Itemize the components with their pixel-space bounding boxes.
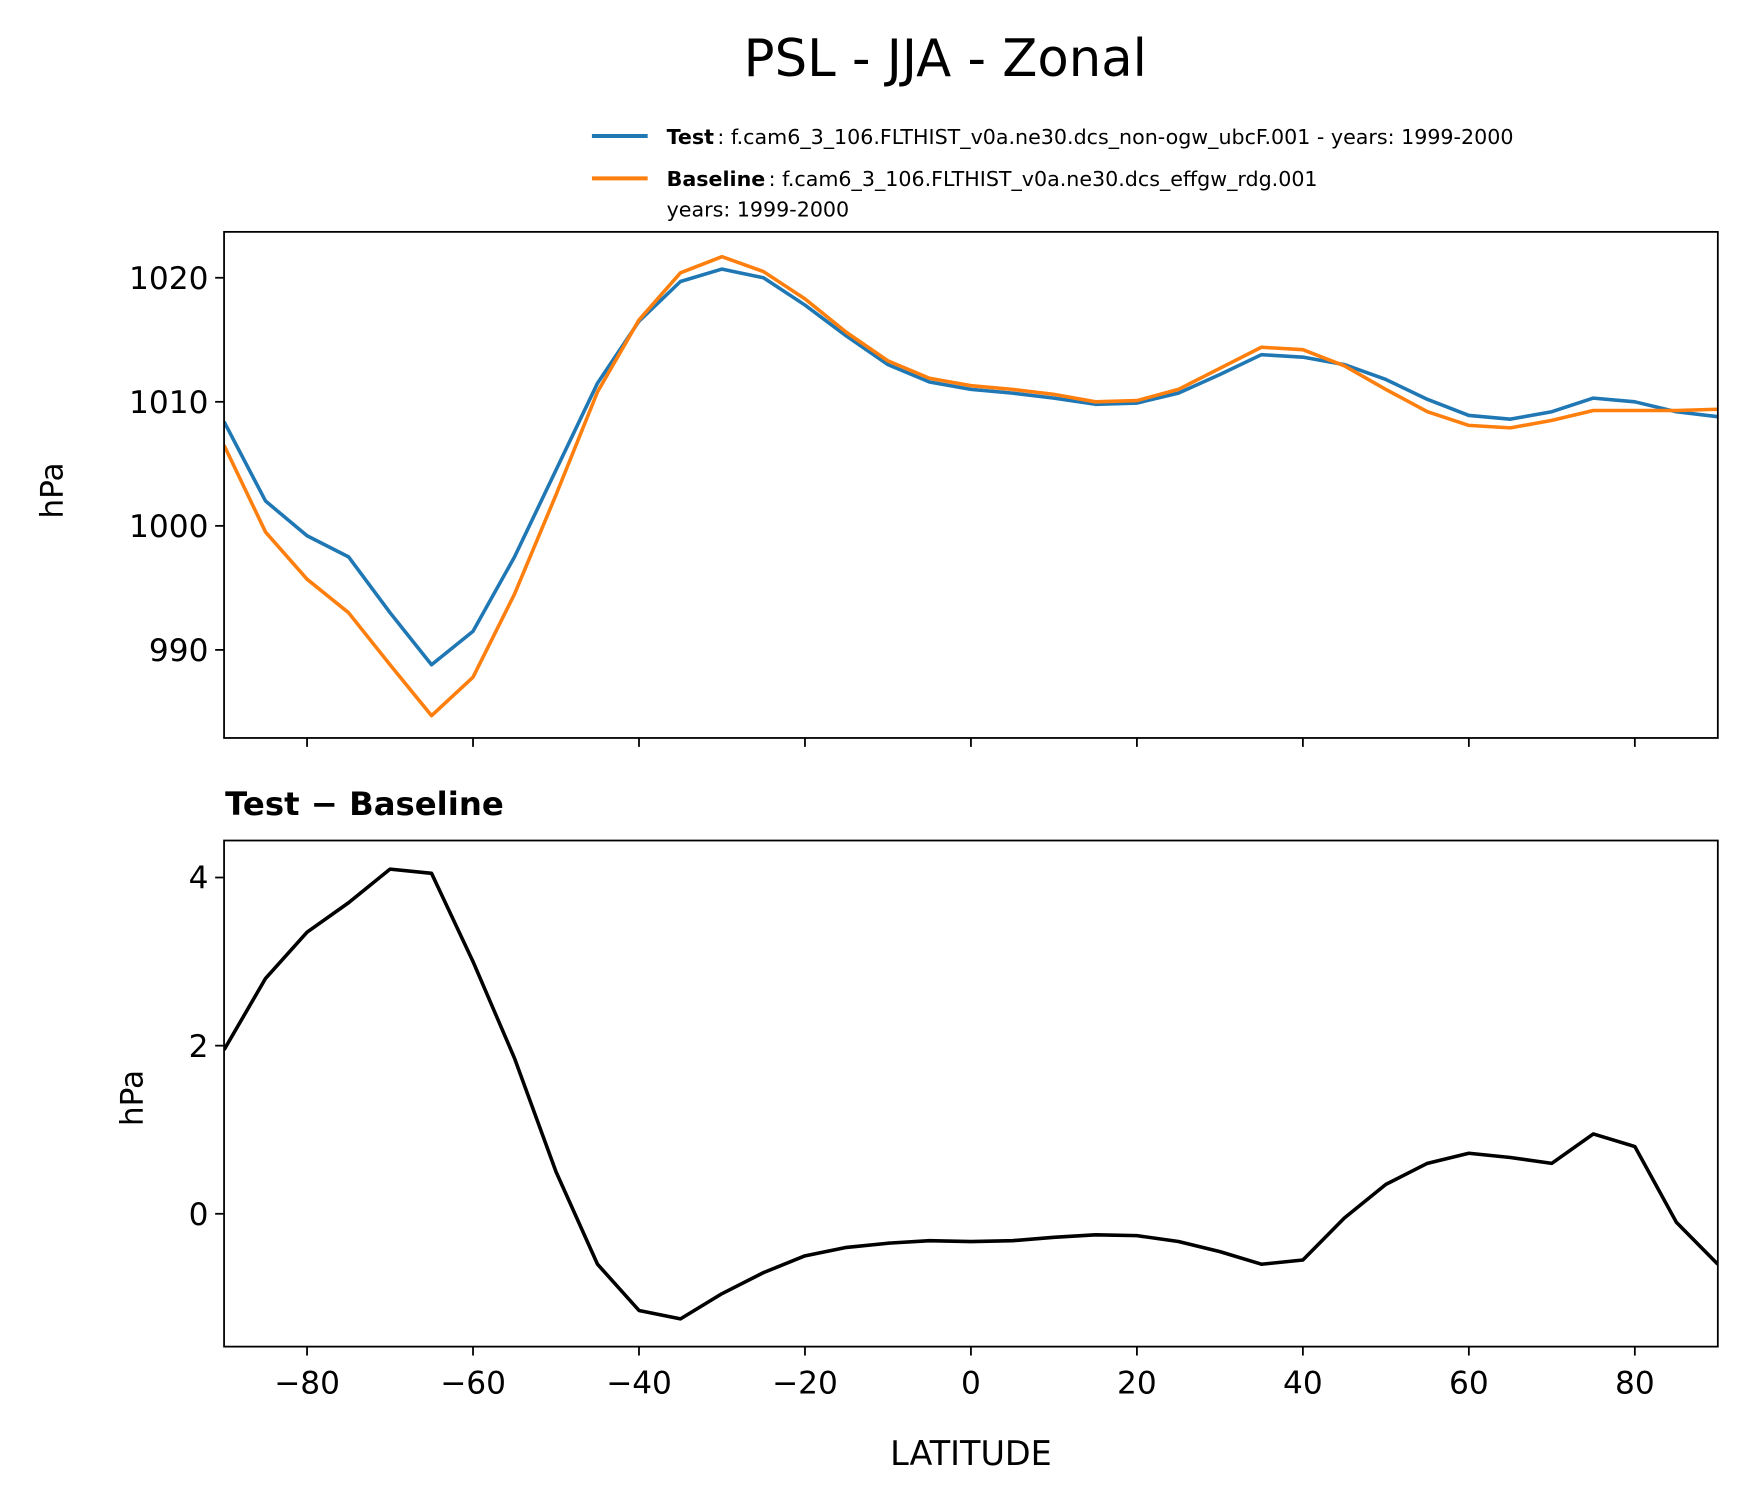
legend-text: : f.cam6_3_106.FLTHIST_v0a.ne30.dcs_non-… [717,125,1513,150]
legend-text: years: 1999-2000 [667,197,850,221]
y-tick-label: 1010 [129,385,208,421]
x-tick-label: 60 [1449,1365,1489,1401]
legend-label: Test: f.cam6_3_106.FLTHIST_v0a.ne30.dcs_… [667,125,1514,150]
x-tick-label: 40 [1283,1365,1323,1401]
y-tick-label: 2 [189,1029,209,1065]
legend-name: Baseline [667,167,766,191]
y-tick-label: 1000 [129,509,208,545]
legend-text: : f.cam6_3_106.FLTHIST_v0a.ne30.dcs_effg… [769,167,1318,192]
x-tick-label: 20 [1117,1365,1157,1401]
x-tick-label: −20 [772,1365,838,1401]
x-axis-label: LATITUDE [890,1434,1052,1473]
x-tick-label: −40 [606,1365,672,1401]
y-axis-label: hPa [115,1070,151,1126]
series-line [224,254,1718,718]
panel-title: Test − Baseline [225,785,504,823]
x-tick-label: −80 [274,1365,340,1401]
x-tick-label: 80 [1615,1365,1655,1401]
legend-label: Baseline: f.cam6_3_106.FLTHIST_v0a.ne30.… [667,167,1318,192]
plot-frame [223,230,1719,739]
x-tick-label: 0 [961,1365,981,1401]
x-tick-label: −60 [440,1365,506,1401]
chart-title: PSL - JJA - Zonal [744,29,1147,89]
legend-name: Test [667,125,715,149]
y-tick-label: 1020 [129,261,208,297]
plot-frame [223,839,1719,1348]
y-axis-label: hPa [34,462,70,518]
y-tick-label: 0 [189,1197,209,1233]
y-tick-label: 990 [149,633,209,669]
y-tick-label: 4 [189,861,209,897]
series-line [224,267,1718,667]
series-line [224,867,1718,1321]
